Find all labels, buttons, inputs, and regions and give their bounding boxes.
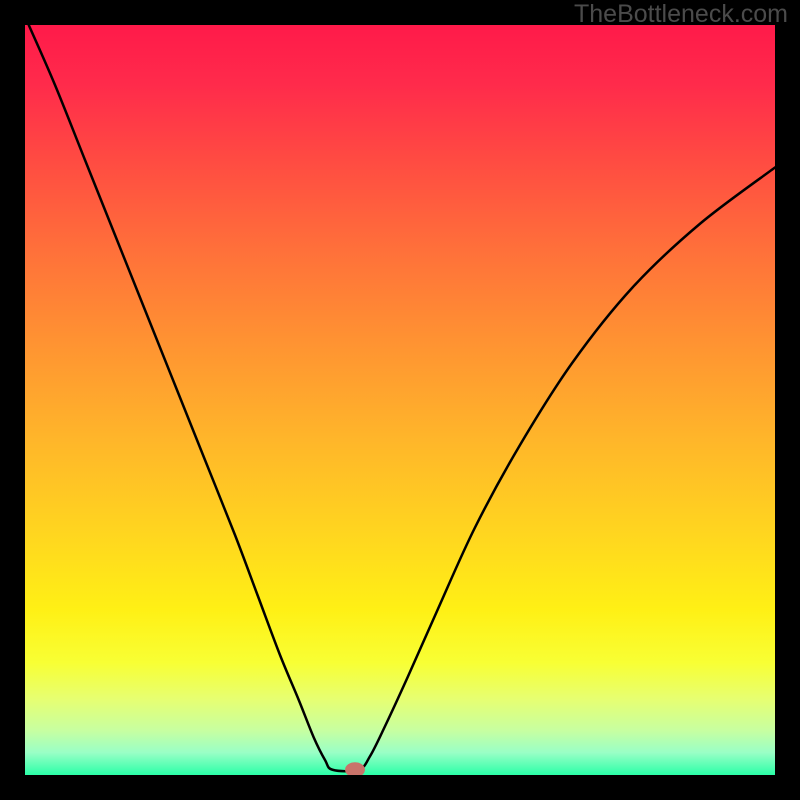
watermark-text: TheBottleneck.com xyxy=(574,0,788,29)
root-stage: TheBottleneck.com xyxy=(0,0,800,800)
chart-background-gradient xyxy=(25,25,775,775)
